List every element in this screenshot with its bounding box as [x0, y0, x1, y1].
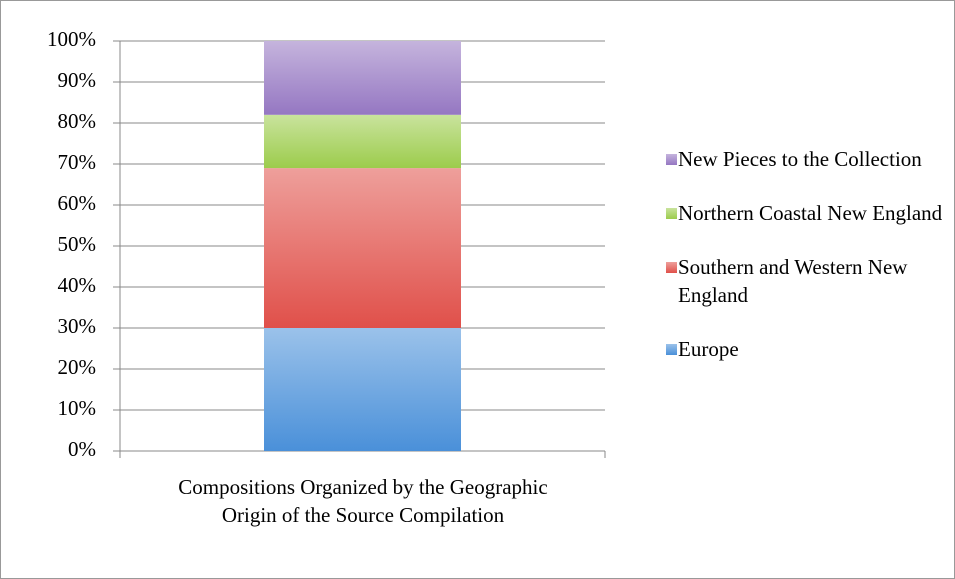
y-tick-label: 90% [58, 68, 97, 92]
legend-label: Europe [678, 337, 739, 361]
legend-item: Northern Coastal New England [666, 199, 951, 227]
legend: New Pieces to the Collection Northern Coa… [666, 145, 951, 363]
legend-swatch [666, 154, 677, 165]
legend-label: Northern Coastal New England [678, 201, 943, 225]
y-tick-label: 100% [47, 27, 96, 51]
y-tick-label: 40% [58, 273, 97, 297]
y-tick-label: 50% [58, 232, 97, 256]
legend-item: Europe [666, 335, 951, 363]
legend-label: New Pieces to the Collection [678, 147, 922, 171]
y-tick-label: 60% [58, 191, 97, 215]
legend-label: Southern and Western New England [678, 255, 908, 307]
bar-segment [264, 328, 461, 451]
legend-swatch [666, 262, 677, 273]
bar-segment [264, 168, 461, 328]
y-tick-label: 20% [58, 355, 97, 379]
legend-item: New Pieces to the Collection [666, 145, 951, 173]
legend-swatch [666, 344, 677, 355]
bar-segment [264, 114, 461, 169]
y-tick-label: 30% [58, 314, 97, 338]
y-tick-label: 70% [58, 150, 97, 174]
legend-swatch [666, 208, 677, 219]
bar-segment [264, 41, 461, 115]
legend-item: Southern and Western New England [666, 253, 951, 309]
y-tick-label: 80% [58, 109, 97, 133]
y-tick-label: 0% [68, 437, 96, 461]
x-tick-label: Compositions Organized by the Geographic… [178, 475, 548, 527]
y-tick-label: 10% [58, 396, 97, 420]
